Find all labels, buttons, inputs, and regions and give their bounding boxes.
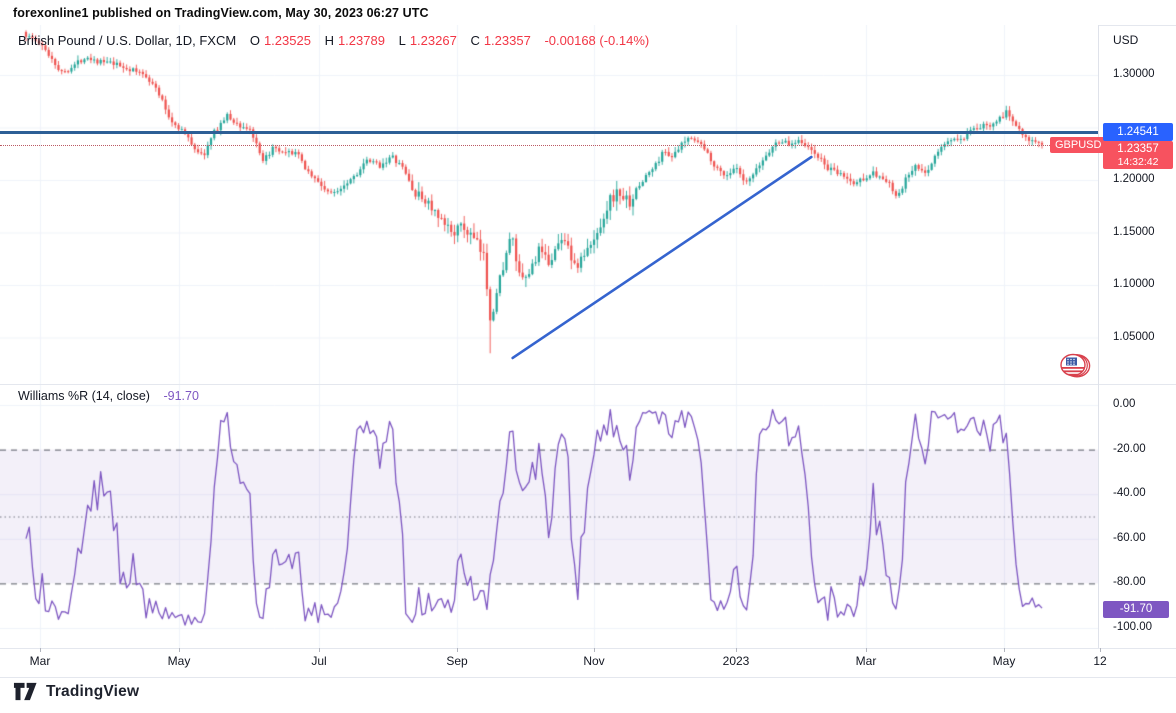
candlestick-plot[interactable] bbox=[0, 25, 1098, 384]
time-axis-tick bbox=[1004, 648, 1005, 652]
open-value: 1.23525 bbox=[263, 33, 311, 48]
price-axis[interactable]: 1.30000 1.20000 1.15000 1.10000 1.05000 bbox=[1099, 25, 1176, 384]
time-axis-tick bbox=[319, 648, 320, 652]
tradingview-logo-text[interactable]: TradingView bbox=[46, 682, 140, 700]
trendline-overlay bbox=[511, 155, 813, 360]
time-axis-tick bbox=[594, 648, 595, 652]
time-axis-label: 12 bbox=[1093, 654, 1107, 668]
last-price-badge-value: 1.23357 bbox=[1117, 142, 1159, 155]
change-value: -0.00168 (-0.14%) bbox=[544, 33, 650, 48]
horizontal-line-price-badge[interactable]: 1.24541 bbox=[1103, 123, 1173, 142]
time-axis-tick bbox=[1100, 648, 1101, 652]
time-axis-label: Mar bbox=[29, 654, 51, 668]
low-value: 1.23267 bbox=[409, 33, 457, 48]
time-axis[interactable]: Mar May Jul Sep Nov 2023 Mar May 12 bbox=[0, 648, 1176, 677]
indicator-axis[interactable]: 0.00 -20.00 -40.00 -60.00 -80.00 -100.00 bbox=[1099, 385, 1176, 648]
time-axis-label: May bbox=[167, 654, 191, 668]
pane-separator bbox=[0, 384, 1176, 385]
close-value: 1.23357 bbox=[483, 33, 531, 48]
last-price-dotted-line bbox=[0, 144, 1098, 146]
tradingview-logo-icon[interactable] bbox=[13, 682, 38, 701]
price-axis-label: 1.05000 bbox=[1113, 330, 1155, 343]
symbol-title: British Pound / U.S. Dollar, 1D, FXCM bbox=[18, 33, 237, 48]
time-axis-label: 2023 bbox=[722, 654, 750, 668]
axis-currency-label: USD bbox=[1113, 33, 1139, 47]
time-axis-tick bbox=[866, 648, 867, 652]
price-axis-label: 1.15000 bbox=[1113, 225, 1155, 238]
time-axis-tick bbox=[40, 648, 41, 652]
time-axis-label: May bbox=[992, 654, 1016, 668]
time-axis-separator bbox=[0, 648, 1176, 649]
time-axis-label: Sep bbox=[446, 654, 468, 668]
bottom-frame-line bbox=[0, 677, 1176, 678]
high-value: 1.23789 bbox=[337, 33, 385, 48]
indicator-axis-label: -100.00 bbox=[1113, 621, 1153, 633]
price-axis-label: 1.20000 bbox=[1113, 173, 1155, 185]
open-label: O bbox=[249, 33, 260, 48]
horizontal-price-line[interactable] bbox=[0, 131, 1098, 134]
time-axis-tick bbox=[179, 648, 180, 652]
close-label: C bbox=[470, 33, 480, 48]
tradingview-footer: TradingView bbox=[13, 682, 139, 701]
indicator-axis-label: -40.00 bbox=[1113, 487, 1146, 500]
price-axis-label: 1.30000 bbox=[1113, 68, 1155, 80]
indicator-axis-label: -60.00 bbox=[1113, 531, 1146, 544]
williams-r-value-badge: -91.70 bbox=[1103, 600, 1169, 618]
last-price-badge: 1.23357 14:32:42 bbox=[1103, 140, 1173, 169]
indicator-axis-label: 0.00 bbox=[1113, 398, 1136, 410]
price-axis-label: 1.10000 bbox=[1113, 278, 1155, 290]
bar-countdown: 14:32:42 bbox=[1117, 155, 1159, 168]
price-axis-separator bbox=[1098, 25, 1099, 648]
time-axis-tick bbox=[736, 648, 737, 652]
indicator-axis-label: -20.00 bbox=[1113, 442, 1146, 455]
time-axis-label: Mar bbox=[855, 654, 877, 668]
time-axis-label: Nov bbox=[583, 654, 605, 668]
high-label: H bbox=[324, 33, 334, 48]
time-axis-label: Jul bbox=[311, 654, 327, 668]
ascending-trendline[interactable] bbox=[511, 155, 813, 360]
indicator-axis-label: -80.00 bbox=[1113, 576, 1146, 589]
time-axis-tick bbox=[457, 648, 458, 652]
indicator-value: -91.70 bbox=[163, 389, 199, 403]
publish-attribution-line: forexonline1 published on TradingView.co… bbox=[13, 6, 429, 20]
symbol-price-chip: GBPUSD bbox=[1050, 136, 1107, 153]
low-label: L bbox=[398, 33, 406, 48]
williams-r-plot[interactable] bbox=[0, 385, 1098, 648]
indicator-title: Williams %R (14, close) bbox=[18, 389, 150, 403]
indicator-legend: Williams %R (14, close) -91.70 bbox=[18, 389, 199, 403]
us-flag-logo-icon bbox=[1060, 353, 1091, 378]
